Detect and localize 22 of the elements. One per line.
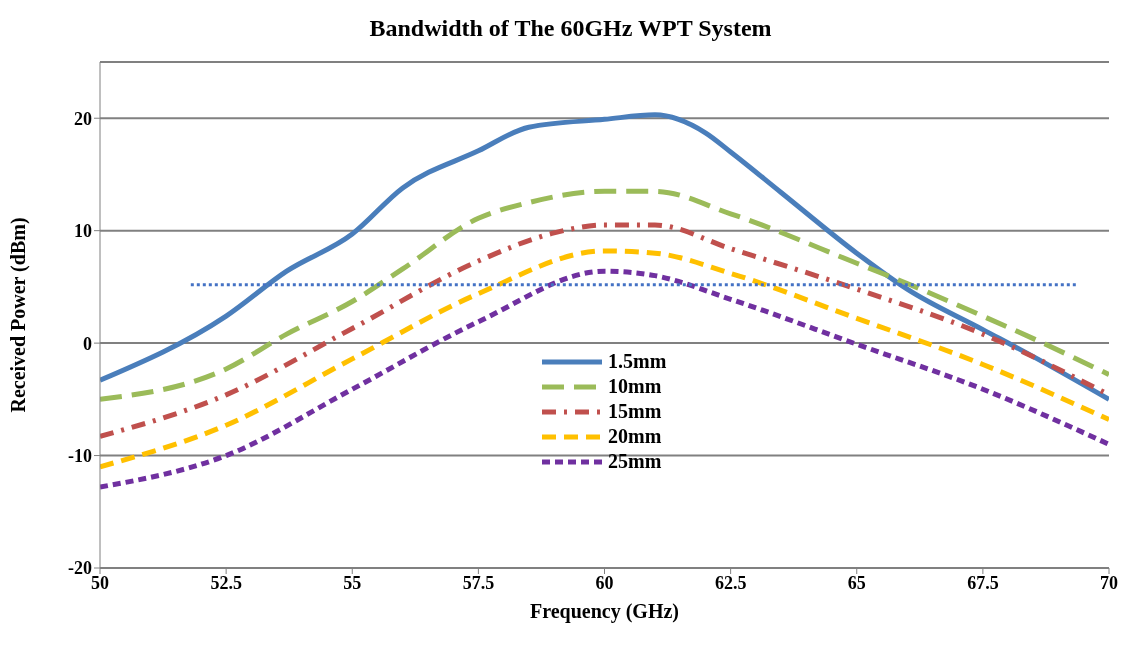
- x-tick-label: 70: [1100, 572, 1118, 593]
- x-tick-label: 55: [343, 572, 362, 593]
- y-tick-label: 20: [74, 108, 92, 129]
- legend-label: 25mm: [608, 450, 662, 473]
- y-axis-title: Received Power (dBm): [7, 217, 31, 413]
- x-tick-label: 57.5: [462, 572, 495, 593]
- x-tick-label: 62.5: [714, 572, 747, 593]
- legend-label: 1.5mm: [608, 350, 667, 373]
- x-axis-title: Frequency (GHz): [529, 600, 680, 623]
- y-tick-label: 10: [74, 221, 92, 242]
- x-tick-label: 52.5: [210, 572, 242, 593]
- legend-label: 15mm: [608, 400, 662, 423]
- y-tick-label: 0: [83, 333, 92, 354]
- x-tick-label: 60: [595, 572, 614, 593]
- x-tick-label: 50: [91, 572, 109, 593]
- y-tick-label: -20: [68, 558, 92, 579]
- chart-title: Bandwidth of The 60GHz WPT System: [368, 14, 773, 43]
- y-tick-label: -10: [68, 445, 92, 466]
- legend-label: 20mm: [608, 425, 662, 448]
- legend-label: 10mm: [608, 375, 662, 398]
- x-tick-label: 67.5: [967, 572, 999, 593]
- x-tick-label: 65: [847, 572, 866, 593]
